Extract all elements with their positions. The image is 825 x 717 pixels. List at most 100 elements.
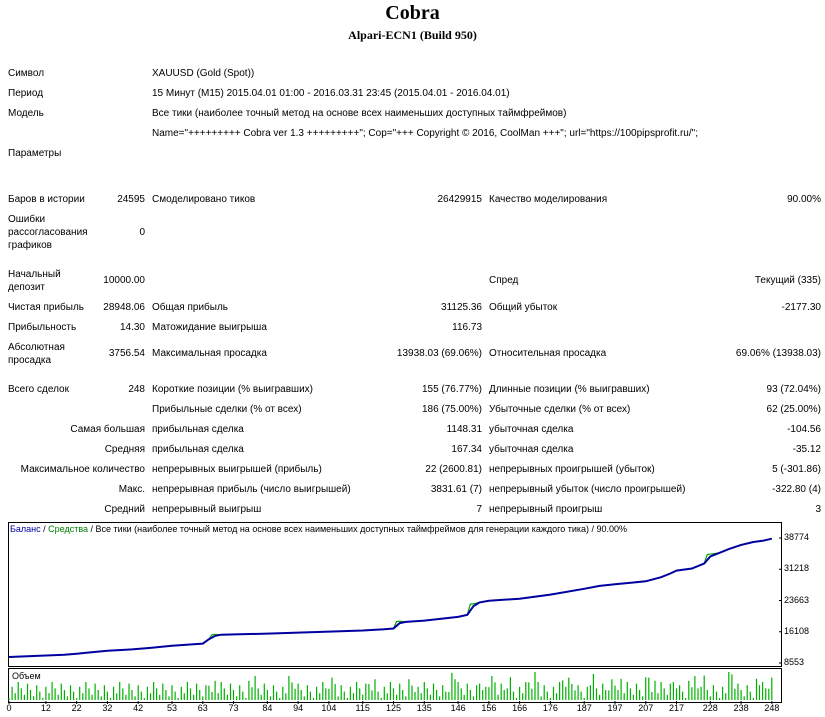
ticks-value: 26429915 xyxy=(437,194,483,205)
volume-bar xyxy=(149,693,152,700)
long-positions-label: Длинные позиции (% выигравших) xyxy=(489,384,650,395)
volume-bar xyxy=(239,685,241,700)
volume-bar xyxy=(17,682,19,700)
profit-trades-label: Прибыльные сделки (% от всех) xyxy=(152,404,302,415)
volume-bar xyxy=(193,694,195,700)
volume-bar xyxy=(771,677,773,700)
volume-bar xyxy=(574,690,576,700)
volume-bar xyxy=(626,682,628,700)
volume-bar xyxy=(515,698,518,700)
volume-bar xyxy=(589,685,591,700)
volume-bar xyxy=(611,679,613,700)
volume-bar xyxy=(39,691,41,700)
volume-bar xyxy=(506,688,508,700)
volume-bar xyxy=(451,672,453,700)
volume-bar xyxy=(174,691,176,700)
x-tick-label: 166 xyxy=(512,703,528,713)
max-count-label: Максимальное количество xyxy=(20,464,145,475)
cons-losses-label: непрерывных проигрышей (убыток) xyxy=(489,464,655,475)
y-tick-label: 16108 xyxy=(784,625,810,636)
legend-balance: Баланс xyxy=(10,524,41,534)
volume-bar xyxy=(374,679,376,700)
volume-bar xyxy=(414,692,416,700)
volume-bar xyxy=(460,688,462,700)
volume-bar xyxy=(263,683,265,700)
x-tick-label: 84 xyxy=(262,703,273,713)
volume-bar xyxy=(657,693,659,700)
volume-bar xyxy=(642,696,644,700)
volume-label: Объем xyxy=(12,671,41,681)
gross-loss-label: Общий убыток xyxy=(489,302,558,313)
volume-bar xyxy=(432,683,435,700)
volume-bar xyxy=(537,682,539,700)
volume-bar xyxy=(629,688,631,700)
volume-bar xyxy=(442,685,444,700)
volume-bar xyxy=(229,683,232,700)
volume-bar xyxy=(85,682,87,700)
avg-cons-label: Средний xyxy=(104,504,145,515)
model-label: Модель xyxy=(8,108,44,119)
volume-bar xyxy=(528,682,530,700)
volume-bar xyxy=(679,685,681,700)
volume-bar xyxy=(202,696,204,700)
volume-bar xyxy=(226,694,228,700)
volume-bar xyxy=(485,686,487,700)
volume-bar xyxy=(694,676,696,700)
x-tick-label: 12 xyxy=(40,703,51,713)
volume-bar xyxy=(765,688,767,700)
volume-bar xyxy=(549,698,551,700)
volume-bar xyxy=(337,696,339,700)
period-value: 15 Минут (M15) 2015.04.01 01:00 - 2016.0… xyxy=(152,88,510,99)
period-label: Период xyxy=(8,88,44,99)
volume-bar xyxy=(91,694,93,700)
deposit-value: 10000.00 xyxy=(103,275,145,286)
volume-bar xyxy=(623,693,625,700)
largest-profit-label: прибыльная сделка xyxy=(152,424,244,435)
profit-trades-value: 186 (75.00%) xyxy=(421,404,482,415)
volume-bar xyxy=(396,694,398,700)
volume-bar xyxy=(592,674,594,700)
volume-bar xyxy=(700,686,702,700)
volume-bar xyxy=(242,691,244,700)
x-tick-label: 207 xyxy=(638,703,654,713)
volume-bar xyxy=(565,686,567,700)
volume-bar xyxy=(377,691,379,700)
volume-bar xyxy=(386,693,388,700)
volume-bar xyxy=(740,690,742,700)
volume-bar xyxy=(620,678,622,700)
volume-bar xyxy=(734,688,736,700)
volume-bar xyxy=(189,688,192,700)
volume-bar xyxy=(26,683,29,700)
volume-bar xyxy=(586,686,588,700)
volume-bar xyxy=(177,698,179,700)
errors-label: Ошибки рассогласования графиков xyxy=(8,214,88,251)
cons-loss-label: непрерывный убыток (число проигрышей) xyxy=(489,484,686,495)
volume-bar xyxy=(140,691,142,700)
x-tick-label: 217 xyxy=(668,703,684,713)
volume-bar xyxy=(294,688,296,700)
volume-bar xyxy=(411,685,413,700)
model-value: Все тики (наиболее точный метод на основ… xyxy=(152,108,567,119)
volume-bar xyxy=(334,684,336,700)
long-positions-value: 93 (72.04%) xyxy=(766,384,821,395)
largest-loss-label: убыточная сделка xyxy=(489,424,574,435)
volume-bar xyxy=(51,682,53,700)
volume-bar xyxy=(245,698,247,700)
volume-bar xyxy=(706,690,708,700)
volume-bar xyxy=(402,690,404,700)
volume-bar xyxy=(546,691,548,700)
avg-cons-wins-label: непрерывный выигрыш xyxy=(152,504,262,515)
volume-bar xyxy=(97,690,99,700)
volume-bar xyxy=(119,682,121,700)
volume-bar xyxy=(466,683,468,700)
volume-bar xyxy=(672,682,674,700)
volume-bar xyxy=(319,693,321,700)
volume-bar xyxy=(768,688,770,700)
rel-drawdown-label: Относительная просадка xyxy=(489,348,607,359)
net-profit-value: 28948.06 xyxy=(103,302,145,313)
x-tick-label: 197 xyxy=(607,703,623,713)
volume-bar xyxy=(57,694,59,700)
profit-factor-value: 14.30 xyxy=(119,322,145,333)
volume-bar xyxy=(153,682,155,700)
volume-bar xyxy=(639,690,641,700)
